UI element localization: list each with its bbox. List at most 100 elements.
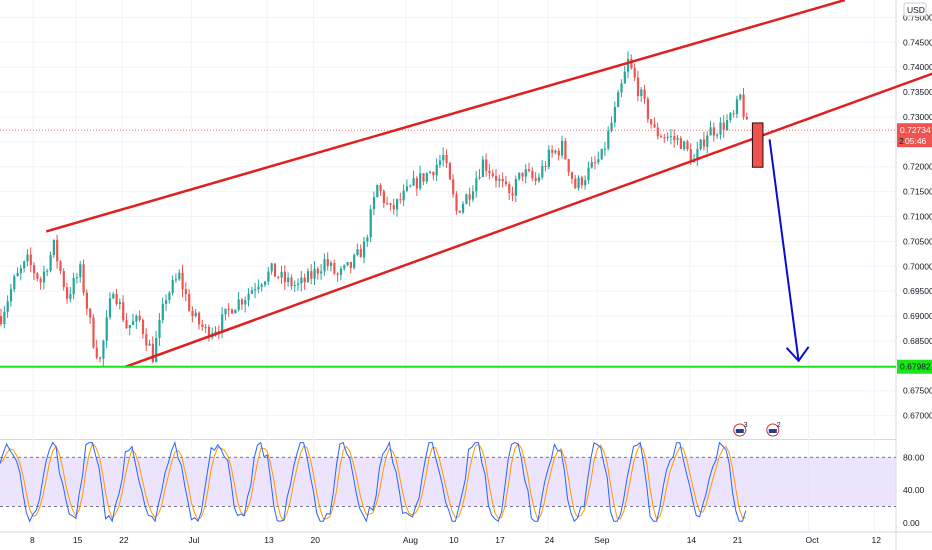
candle-body[interactable] [333,262,336,274]
candle-body[interactable] [455,194,458,211]
candle-body[interactable] [231,309,234,314]
candle-body[interactable] [389,203,392,206]
candle-body[interactable] [23,261,26,269]
candle-body[interactable] [465,194,468,204]
candle-body[interactable] [409,185,412,187]
candle-body[interactable] [46,270,49,272]
candle-body[interactable] [574,178,577,189]
candle-body[interactable] [696,149,699,160]
candle-body[interactable] [712,127,715,136]
candle-body[interactable] [485,159,488,171]
candle-body[interactable] [435,164,438,176]
candle-body[interactable] [85,292,88,309]
candle-body[interactable] [501,178,504,182]
candle-body[interactable] [257,286,260,290]
candle-body[interactable] [462,203,465,213]
candle-body[interactable] [356,249,359,255]
candle-body[interactable] [660,136,663,138]
candle-body[interactable] [448,163,451,180]
candle-body[interactable] [646,98,649,120]
candle-body[interactable] [221,314,224,333]
candle-body[interactable] [303,277,306,283]
candle-body[interactable] [640,89,643,96]
candle-body[interactable] [56,239,59,262]
projection-arrow-shaft[interactable] [768,139,800,361]
candle-body[interactable] [610,122,613,131]
candle-body[interactable] [580,177,583,186]
candle-body[interactable] [283,271,286,283]
candle-body[interactable] [323,259,326,272]
candle-body[interactable] [379,185,382,192]
candle-body[interactable] [42,271,46,283]
candle-body[interactable] [59,261,62,272]
candle-body[interactable] [95,347,98,358]
candle-body[interactable] [511,193,514,196]
event-flag[interactable]: 3 [733,422,748,437]
candle-body[interactable] [722,122,725,130]
event-flag[interactable]: 2 [766,422,781,437]
candle-body[interactable] [554,150,557,153]
candle-body[interactable] [729,113,732,121]
candle-body[interactable] [719,122,722,135]
candle-body[interactable] [188,294,191,311]
candle-body[interactable] [250,290,253,294]
candle-body[interactable] [600,148,603,160]
candle-body[interactable] [92,317,95,348]
candle-body[interactable] [617,92,620,108]
candle-body[interactable] [69,294,72,299]
candle-body[interactable] [594,162,597,164]
candle-body[interactable] [739,94,742,100]
candle-body[interactable] [132,321,135,325]
candle-body[interactable] [234,309,237,314]
candle-body[interactable] [277,276,280,278]
candle-body[interactable] [399,199,402,201]
candle-body[interactable] [204,326,207,328]
candle-body[interactable] [518,172,521,180]
candle-body[interactable] [745,117,748,120]
candle-body[interactable] [99,357,102,359]
candle-body[interactable] [623,71,626,84]
candle-body[interactable] [247,293,250,301]
candle-body[interactable] [412,178,415,186]
candle-body[interactable] [709,127,712,136]
candle-body[interactable] [310,271,313,279]
candle-body[interactable] [689,149,692,163]
candle-body[interactable] [564,140,567,160]
candle-body[interactable] [273,263,277,277]
candle-body[interactable] [590,162,593,168]
candle-body[interactable] [432,172,435,176]
candle-body[interactable] [181,272,184,290]
stoch-d-line[interactable] [0,442,746,522]
candle-body[interactable] [75,277,79,279]
candle-body[interactable] [320,271,323,274]
candle-body[interactable] [39,278,42,283]
candle-body[interactable] [491,173,494,176]
candle-body[interactable] [369,209,372,238]
candle-body[interactable] [52,239,55,255]
oscillator-pane[interactable] [0,440,896,523]
candle-body[interactable] [531,170,534,179]
candle-body[interactable] [260,284,263,287]
candle-body[interactable] [547,149,550,167]
candle-body[interactable] [541,165,544,178]
candle-body[interactable] [158,319,161,338]
candle-body[interactable] [438,160,442,165]
candle-body[interactable] [201,324,204,327]
candle-body[interactable] [445,154,448,164]
candle-body[interactable] [336,273,339,275]
candle-body[interactable] [620,83,623,93]
candle-body[interactable] [89,308,92,318]
candle-body[interactable] [429,172,432,174]
candle-body[interactable] [656,127,659,137]
candle-body[interactable] [313,268,316,279]
candle-body[interactable] [676,138,679,140]
stoch-k-line[interactable] [0,440,747,523]
support-price-tag[interactable] [897,359,932,374]
candle-body[interactable] [191,310,194,317]
candle-body[interactable] [13,276,16,290]
candle-body[interactable] [636,77,640,96]
candle-body[interactable] [488,170,491,174]
candle-body[interactable] [422,173,425,182]
candle-body[interactable] [504,181,508,185]
